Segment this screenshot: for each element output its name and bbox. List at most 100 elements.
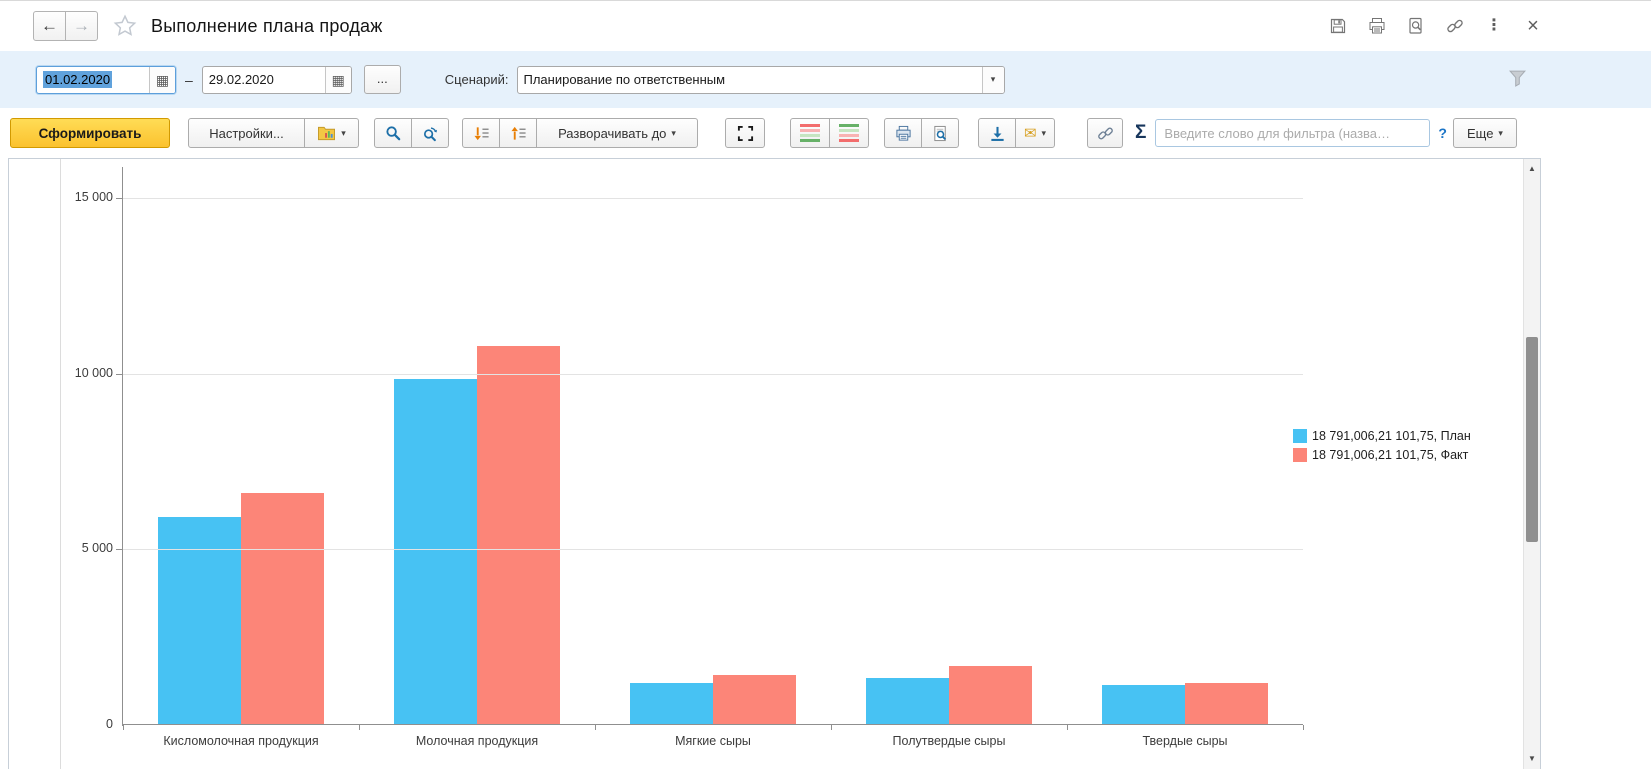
legend-entry: 18 791,006,21 101,75, План [1293,429,1471,443]
legend-label: 18 791,006,21 101,75, План [1312,429,1471,443]
filter-band: 01.02.2020 ▦ – ▦ ... Сценарий: ▾ [0,51,1651,108]
search-button[interactable] [374,118,412,148]
y-tick-mark [116,549,123,550]
totals-sigma-button[interactable]: Σ [1135,122,1147,143]
sort-descending-button[interactable] [790,118,830,148]
bar-План[interactable] [394,379,477,724]
header-icons: ⋮ × [1328,16,1543,36]
save-icon[interactable] [1328,16,1348,36]
x-axis-category-label: Мягкие сыры [675,734,751,748]
expand-rows-button[interactable] [462,118,500,148]
date-to-field[interactable]: ▦ [201,65,352,94]
scenario-input[interactable] [517,66,982,93]
legend-swatch [1293,429,1307,443]
send-email-button[interactable]: ✉ ▾ [1015,118,1055,148]
scenario-dropdown-button[interactable]: ▾ [981,66,1004,93]
bar-План[interactable] [158,517,241,724]
bar-group [1067,198,1303,724]
back-button[interactable]: ← [33,11,66,41]
bar-Факт[interactable] [713,675,796,724]
bar-План[interactable] [630,683,713,724]
report-variants-button[interactable]: ▾ [304,118,359,148]
print-icon[interactable] [1367,16,1387,36]
legend-swatch [1293,448,1307,462]
date-from-value[interactable]: 01.02.2020 [43,71,113,88]
y-tick-mark [116,374,123,375]
sort-ascending-button[interactable] [829,118,869,148]
scrollbar-thumb[interactable] [1526,337,1538,542]
date-to-input[interactable] [202,66,325,93]
generate-button[interactable]: Сформировать [10,118,170,148]
link-icon [1097,125,1114,142]
chevron-down-icon: ▾ [990,74,996,84]
save-file-button[interactable] [978,118,1016,148]
sort-group [790,118,869,148]
bar-group [359,198,595,724]
scroll-up-icon[interactable]: ▲ [1528,164,1536,173]
bar-Факт[interactable] [949,666,1032,724]
print-group [884,118,959,148]
gridline [123,198,1303,199]
envelope-icon: ✉ [1023,125,1037,142]
print-preview-icon [932,125,949,142]
bar-group [595,198,831,724]
collapse-rows-button[interactable] [499,118,537,148]
fullscreen-button[interactable] [725,118,765,148]
print-report-button[interactable] [884,118,922,148]
chart-frame-line [60,159,61,769]
y-axis-tick-label: 0 [106,717,113,731]
calendar-icon: ▦ [331,71,345,88]
date-to-calendar-button[interactable]: ▦ [324,66,351,93]
date-range-dash: – [185,71,193,88]
fullscreen-icon [737,125,754,142]
page-title: Выполнение плана продаж [151,15,383,36]
scenario-field[interactable]: ▾ [516,65,1005,94]
legend-label: 18 791,006,21 101,75, Факт [1312,448,1469,462]
preview-icon[interactable] [1406,16,1426,36]
chart-vertical-scrollbar[interactable]: ▲ ▼ [1523,159,1540,769]
x-tick-mark [359,725,360,730]
bar-group [831,198,1067,724]
period-more-button[interactable]: ... [363,65,401,94]
date-from-field[interactable]: 01.02.2020 ▦ [36,65,176,94]
bar-Факт[interactable] [477,346,560,724]
more-menu-icon[interactable]: ⋮ [1486,17,1502,34]
more-button[interactable]: Еще ▾ [1452,118,1517,148]
y-axis-line [122,167,123,726]
help-button[interactable]: ? [1438,125,1447,141]
filter-funnel-icon[interactable] [1507,68,1528,89]
calendar-icon: ▦ [155,71,170,88]
chevron-down-icon: ▾ [1041,127,1047,138]
x-axis-category-label: Полутвердые сыры [892,734,1006,748]
print-preview-button[interactable] [921,118,959,148]
y-tick-mark [116,198,123,199]
bar-Факт[interactable] [241,493,324,724]
x-axis-labels: Кисломолочная продукция Молочная продукци… [123,734,1303,748]
quick-filter-input[interactable] [1155,119,1431,147]
window-header: ← → Выполнение плана продаж ⋮ × [0,1,1651,51]
bar-План[interactable] [866,678,949,724]
chevron-down-icon: ▾ [341,127,346,138]
close-icon[interactable]: × [1527,15,1539,37]
search-reset-button[interactable] [411,118,449,148]
x-axis-category-label: Кисломолочная продукция [163,734,319,748]
get-link-button[interactable] [1087,118,1123,148]
report-result-area: Кисломолочная продукция Молочная продукци… [8,158,1541,769]
bar-Факт[interactable] [1185,683,1268,724]
bar-План[interactable] [1102,685,1185,724]
scroll-down-icon[interactable]: ▼ [1528,754,1536,763]
y-axis-tick-label: 10 000 [74,366,113,380]
settings-button[interactable]: Настройки... [188,118,305,148]
report-toolbar: Сформировать Настройки... ▾ Разворачиват… [0,108,1651,158]
x-tick-mark [595,725,596,730]
sort-ascending-icon [839,124,859,142]
y-axis-tick-label: 15 000 [74,190,113,204]
forward-button[interactable]: → [65,11,98,41]
date-from-calendar-button[interactable]: ▦ [149,66,175,93]
plot-area [123,198,1303,725]
chart-legend: 18 791,006,21 101,75, План 18 791,006,21 … [1293,429,1471,467]
favorite-star-icon[interactable] [112,13,138,39]
chevron-down-icon: ▾ [671,127,676,138]
expand-to-button[interactable]: Разворачивать до ▾ [536,118,698,148]
link-icon[interactable] [1445,16,1465,36]
